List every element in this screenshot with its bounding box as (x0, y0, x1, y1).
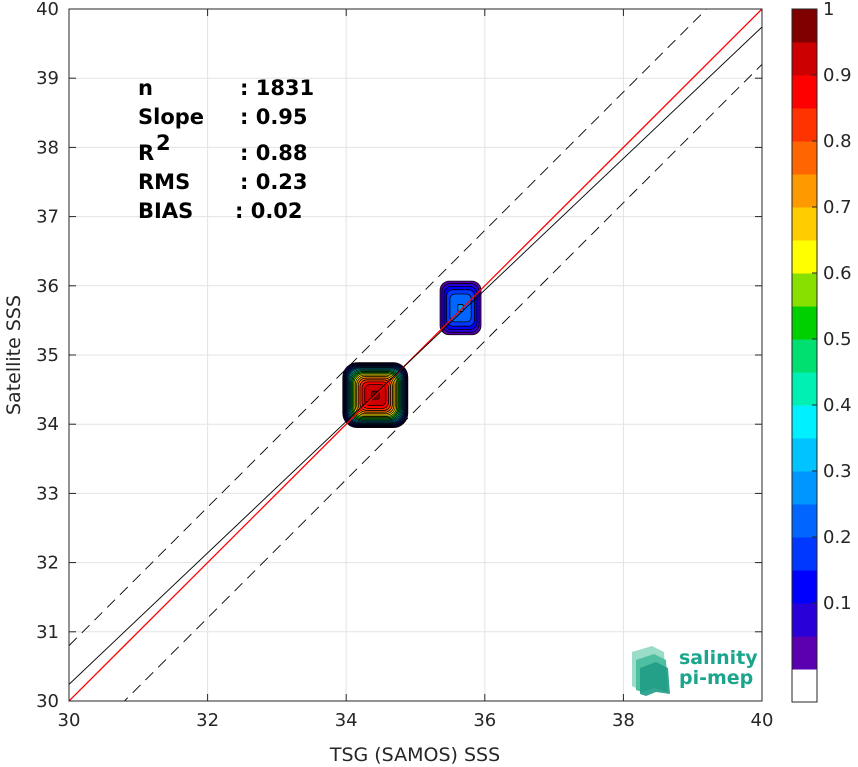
stat-value: : 1831 (240, 76, 314, 100)
salinity-pi-mep-logo: salinity pi-mep (632, 646, 758, 696)
colorbar-tick-label: 0.9 (823, 65, 852, 86)
y-axis-ticks: 30 31 32 33 34 35 36 37 38 39 40 (36, 0, 762, 712)
x-axis-label: TSG (SAMOS) SSS (329, 744, 500, 766)
x-tick-label: 32 (196, 710, 219, 731)
stat-value: : 0.23 (240, 170, 308, 194)
colorbar-segment (792, 174, 817, 208)
colorbar-segment (792, 372, 817, 406)
colorbar-segment (792, 207, 817, 241)
colorbar-segment (792, 603, 817, 637)
colorbar-segment (792, 141, 817, 175)
x-tick-label: 34 (335, 710, 358, 731)
logo-line-2: pi-mep (679, 667, 753, 689)
stat-value: : 0.95 (240, 105, 308, 129)
line-lower-bound (123, 64, 762, 701)
colorbar-segment (792, 273, 817, 307)
x-tick-label: 30 (58, 710, 81, 731)
colorbar-frame (791, 8, 818, 703)
colorbar-tick-label: 0.3 (823, 461, 852, 482)
reference-lines (69, 9, 762, 701)
x-axis-ticks: 30 32 34 36 38 40 (58, 9, 774, 731)
colorbar-segment (792, 636, 817, 670)
colorbar-segment (792, 405, 817, 439)
colorbar-tick-label: 0.1 (823, 593, 852, 614)
stat-label: n (138, 76, 153, 100)
line-upper-bound (69, 9, 708, 646)
statistics-box: n : 1831 Slope : 0.95 R 2 : 0.88 RMS : 0.23 BIAS:… (138, 76, 314, 223)
colorbar-segment (792, 537, 817, 571)
colorbar-tick-label: 0.7 (823, 197, 852, 218)
y-axis-label: Satellite SSS (3, 295, 25, 415)
colorbar-segment (792, 9, 817, 43)
colorbar-segment (792, 339, 817, 373)
colorbar-segment (792, 75, 817, 109)
colorbar-tick-label: 0.5 (823, 329, 852, 350)
colorbar-segment (792, 570, 817, 604)
colorbar-tick-label: 0.4 (823, 395, 852, 416)
colorbar-segment (792, 42, 817, 76)
colorbar-tick-label: 1 (823, 0, 834, 20)
y-tick-label: 40 (36, 0, 59, 20)
colorbar-tick-label: 0.2 (823, 527, 852, 548)
colorbar-segment (792, 669, 817, 703)
grid (68, 8, 763, 702)
stat-label: RMS (138, 170, 190, 194)
y-tick-label: 32 (36, 553, 59, 574)
stat-superscript: 2 (156, 131, 171, 155)
stat-label: R (138, 141, 154, 165)
stat-value: : 0.02 (235, 199, 303, 223)
colorbar-segment (792, 438, 817, 472)
stat-label: Slope (138, 105, 204, 129)
colorbar-tick-label: 0.8 (823, 131, 852, 152)
colorbar-segment (792, 504, 817, 538)
x-tick-label: 36 (473, 710, 496, 731)
logo-line-1: salinity (679, 647, 758, 669)
y-tick-label: 33 (36, 483, 59, 504)
colorbar-segment (792, 306, 817, 340)
colorbar-segment (792, 471, 817, 505)
x-tick-label: 40 (751, 710, 774, 731)
colorbar-segment (792, 240, 817, 274)
y-tick-label: 31 (36, 622, 59, 643)
logo-mark-icon (632, 646, 670, 696)
colorbar-segment (792, 108, 817, 142)
x-tick-label: 38 (612, 710, 635, 731)
y-tick-label: 38 (36, 137, 59, 158)
y-tick-label: 36 (36, 276, 59, 297)
line-regression (69, 26, 762, 685)
y-tick-label: 35 (36, 345, 59, 366)
colorbar-tick-label: 0.6 (823, 263, 852, 284)
y-tick-label: 37 (36, 207, 59, 228)
y-tick-label: 39 (36, 68, 59, 89)
colorbar: 0.1 0.2 0.3 0.4 0.5 0.6 0.7 0.8 0.9 1 (791, 0, 852, 703)
stat-label: BIAS (138, 199, 193, 223)
line-1:1 (69, 9, 762, 701)
y-tick-label: 34 (36, 414, 59, 435)
stat-value: : 0.88 (240, 141, 308, 165)
y-tick-label: 30 (36, 691, 59, 712)
